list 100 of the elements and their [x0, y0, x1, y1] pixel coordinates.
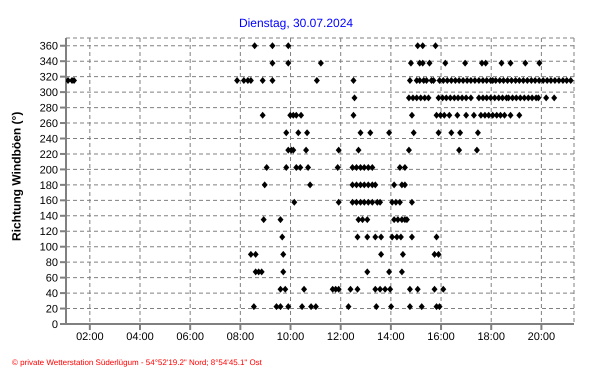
- point: [388, 303, 394, 310]
- y-tick-label: 240: [40, 133, 58, 146]
- point: [463, 94, 470, 102]
- y-tick-label: 20: [46, 303, 58, 316]
- point: [336, 146, 342, 154]
- y-tick-label: 40: [46, 288, 58, 300]
- point: [406, 286, 413, 293]
- point: [280, 250, 286, 258]
- point: [387, 286, 394, 293]
- point: [516, 112, 522, 119]
- point: [360, 216, 366, 224]
- point: [334, 164, 341, 171]
- point: [398, 234, 404, 241]
- point: [285, 60, 292, 67]
- point: [367, 129, 374, 136]
- y-tick-label: 80: [46, 257, 58, 270]
- point: [484, 77, 490, 84]
- point: [456, 146, 462, 154]
- point: [303, 146, 310, 154]
- point: [307, 181, 314, 188]
- point: [282, 286, 288, 293]
- point: [543, 94, 550, 102]
- point: [372, 234, 378, 241]
- y-tick-label: 220: [40, 148, 58, 161]
- point: [364, 234, 370, 241]
- x-tick-label: 10:00: [276, 330, 304, 343]
- point: [436, 250, 442, 258]
- point: [336, 198, 342, 206]
- point: [285, 303, 292, 310]
- point: [354, 286, 361, 293]
- x-tick-label: 06:00: [176, 330, 204, 343]
- point: [474, 129, 481, 136]
- point: [280, 268, 286, 276]
- y-axis-title: Richtung Windböen (°): [9, 112, 24, 241]
- x-tick-label: 12:00: [326, 330, 354, 343]
- y-tick-label: 160: [40, 195, 58, 208]
- point: [536, 77, 542, 84]
- point: [250, 303, 257, 310]
- point: [269, 77, 276, 84]
- point: [277, 216, 284, 224]
- point: [269, 60, 276, 67]
- y-tick-label: 140: [40, 210, 58, 223]
- point: [260, 112, 266, 119]
- point: [536, 60, 542, 67]
- point: [540, 77, 546, 84]
- point: [252, 250, 259, 258]
- point: [386, 268, 392, 276]
- point: [345, 303, 352, 310]
- point: [462, 60, 468, 67]
- point: [351, 94, 358, 102]
- point: [564, 77, 570, 84]
- x-tick-label: 08:00: [226, 330, 254, 343]
- point: [463, 112, 470, 119]
- point: [408, 112, 415, 119]
- point: [372, 286, 378, 293]
- point: [378, 234, 384, 241]
- point: [457, 129, 464, 136]
- point: [260, 216, 267, 224]
- x-tick-label: 20:00: [528, 330, 556, 343]
- point: [234, 77, 240, 84]
- point: [400, 250, 406, 258]
- point: [470, 112, 477, 119]
- point: [373, 303, 380, 310]
- point: [454, 112, 460, 119]
- x-tick-label: 02:00: [76, 330, 104, 343]
- y-tick-label: 280: [40, 102, 58, 114]
- point: [350, 77, 356, 84]
- point: [318, 60, 324, 67]
- point: [358, 129, 364, 136]
- point: [347, 286, 354, 293]
- point: [488, 94, 494, 102]
- point: [406, 303, 413, 310]
- point: [402, 164, 408, 171]
- point: [248, 250, 254, 258]
- x-tick-label: 16:00: [427, 330, 455, 343]
- point: [442, 60, 448, 67]
- point: [408, 198, 415, 206]
- point: [377, 286, 384, 293]
- point: [434, 234, 440, 241]
- point: [448, 129, 454, 136]
- point: [436, 129, 442, 136]
- point: [308, 303, 314, 310]
- text: © private Wetterstation Süderlügum - 54°52'19.2" Nord; 8°54'45.1" Ost: [12, 358, 262, 367]
- point: [408, 234, 415, 241]
- point: [396, 164, 403, 171]
- y-tick-label: 60: [46, 272, 58, 285]
- point: [269, 42, 276, 50]
- y-tick-label: 300: [40, 87, 58, 100]
- point: [410, 129, 417, 136]
- y-tick-label: 200: [40, 164, 58, 176]
- point: [398, 268, 405, 276]
- point: [298, 112, 304, 119]
- point: [291, 198, 298, 206]
- point: [350, 112, 356, 119]
- point: [408, 60, 414, 67]
- point: [426, 60, 432, 67]
- point: [522, 60, 528, 67]
- point: [446, 112, 452, 119]
- point: [440, 286, 446, 293]
- point: [414, 286, 421, 293]
